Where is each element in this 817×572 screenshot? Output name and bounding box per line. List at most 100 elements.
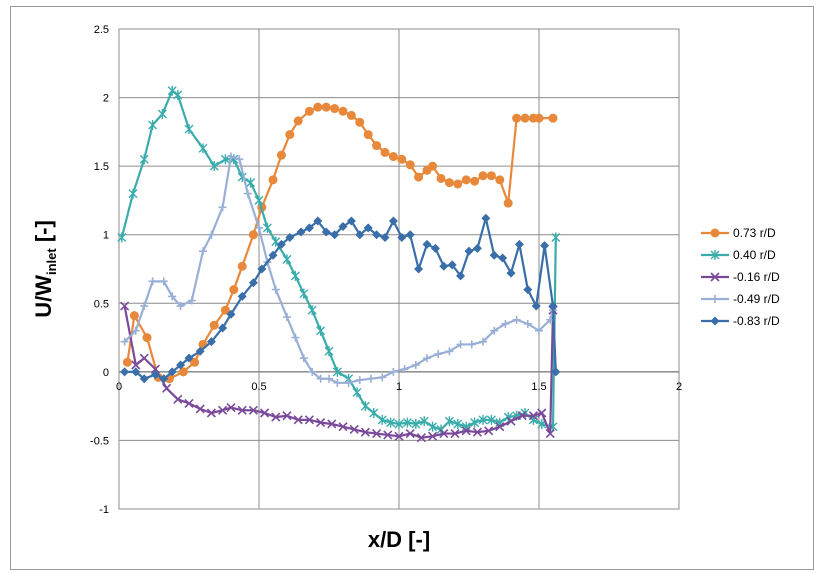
- data-point: [338, 106, 348, 116]
- data-point: [380, 232, 390, 242]
- data-point: [456, 340, 465, 349]
- data-point: [447, 260, 457, 270]
- y-tick-label: -0.5: [90, 435, 109, 447]
- data-point: [355, 376, 364, 385]
- data-point: [405, 429, 415, 439]
- data-point: [352, 387, 362, 398]
- line-chart: -1 -0.5 0 0.5 1 1.5 2 2.5 0 0.5 1 1.5 2 0.73 r/D 0.40…: [31, 24, 780, 552]
- data-point: [207, 230, 216, 239]
- x-axis-title: x/D [-]: [368, 527, 430, 552]
- data-point: [142, 333, 152, 343]
- series-line: [120, 89, 557, 431]
- data-point: [453, 418, 463, 429]
- data-point: [254, 195, 264, 206]
- data-point: [467, 340, 476, 349]
- data-point: [184, 353, 194, 363]
- data-point: [257, 264, 267, 274]
- data-point: [439, 429, 449, 439]
- data-point: [472, 427, 482, 437]
- data-point: [131, 326, 140, 335]
- data-point: [367, 374, 375, 383]
- data-point: [325, 374, 333, 383]
- data-point: [120, 301, 130, 311]
- data-point: [271, 285, 280, 294]
- data-point: [307, 305, 317, 316]
- data-point: [316, 418, 326, 428]
- y-tick-label: 1: [103, 230, 109, 242]
- data-point: [150, 364, 160, 374]
- data-point: [551, 232, 561, 243]
- data-point: [313, 102, 323, 112]
- data-point: [445, 347, 454, 356]
- data-point: [178, 367, 188, 377]
- data-point: [486, 414, 496, 425]
- data-point: [140, 302, 149, 311]
- data-point: [363, 223, 373, 233]
- data-point: [444, 416, 454, 427]
- data-point: [372, 429, 382, 439]
- x-tick-label: 0: [116, 381, 122, 393]
- data-point: [419, 416, 429, 427]
- data-point: [531, 301, 541, 311]
- data-point: [548, 301, 558, 311]
- data-point: [506, 416, 516, 426]
- data-point: [313, 216, 323, 226]
- data-point: [332, 366, 342, 377]
- series-layer: [117, 85, 561, 443]
- legend-entry: -0.49 r/D: [701, 292, 780, 306]
- data-point: [397, 232, 407, 242]
- legend-label: -0.83 r/D: [733, 314, 780, 328]
- data-point: [316, 374, 325, 383]
- y-tick-label: 0: [103, 367, 109, 379]
- data-point: [333, 378, 342, 387]
- data-point: [229, 285, 239, 295]
- series-line: [123, 155, 555, 384]
- data-point: [389, 367, 398, 376]
- data-point: [710, 272, 720, 282]
- data-point: [285, 232, 295, 242]
- data-point: [338, 422, 348, 432]
- data-point: [344, 378, 353, 387]
- data-point: [268, 250, 278, 260]
- data-point: [383, 430, 393, 440]
- legend-entry: -0.83 r/D: [701, 314, 780, 328]
- data-point: [470, 417, 480, 428]
- data-point: [411, 361, 420, 369]
- data-point: [293, 415, 303, 425]
- data-point: [428, 431, 438, 441]
- data-point: [439, 261, 449, 271]
- y-axis-title-main: U/W: [31, 275, 56, 318]
- data-point: [276, 239, 286, 249]
- data-point: [226, 309, 236, 319]
- data-point: [397, 154, 407, 164]
- data-point: [226, 402, 236, 413]
- data-point: [190, 357, 200, 367]
- data-point: [428, 161, 438, 171]
- data-point: [386, 417, 396, 428]
- data-point: [411, 418, 421, 429]
- data-point: [414, 172, 424, 182]
- data-point: [472, 243, 482, 253]
- legend-entry: 0.73 r/D: [701, 226, 776, 240]
- data-point: [517, 411, 527, 421]
- data-point: [159, 277, 168, 286]
- data-point: [276, 150, 286, 160]
- data-point: [495, 175, 505, 185]
- data-point: [139, 353, 149, 363]
- data-point: [414, 264, 424, 274]
- data-point: [495, 422, 505, 432]
- data-point: [512, 113, 522, 123]
- data-point: [304, 415, 314, 425]
- data-point: [195, 346, 205, 356]
- x-tick-label: 1: [396, 381, 402, 393]
- data-point: [285, 130, 295, 140]
- data-point: [456, 271, 466, 281]
- data-point: [235, 155, 244, 164]
- data-point: [139, 374, 149, 384]
- data-point: [120, 337, 129, 346]
- data-point: [184, 124, 194, 135]
- data-point: [436, 424, 446, 435]
- legend-label: -0.49 r/D: [733, 292, 780, 306]
- data-point: [461, 426, 471, 436]
- legend: 0.73 r/D 0.40 r/D -0.16 r/D -0.49 r/D -0.83 …: [701, 226, 780, 328]
